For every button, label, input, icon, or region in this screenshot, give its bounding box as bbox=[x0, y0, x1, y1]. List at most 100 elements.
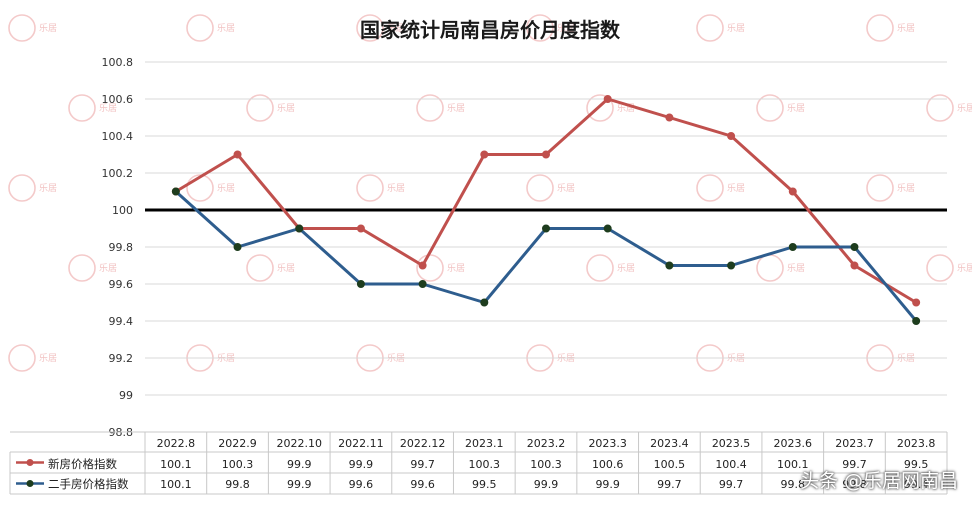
svg-text:乐居: 乐居 bbox=[99, 262, 117, 274]
x-category-label: 2023.6 bbox=[774, 437, 813, 450]
x-category-label: 2022.12 bbox=[400, 437, 446, 450]
svg-text:乐居: 乐居 bbox=[957, 262, 972, 274]
watermark-mark: 乐居 bbox=[526, 14, 575, 42]
data-table: 2022.8 2022.9 2022.10 2022.11 2022.12 2023.1 2… bbox=[9, 431, 948, 495]
data-point bbox=[665, 113, 674, 122]
svg-text:乐居: 乐居 bbox=[277, 262, 295, 274]
legend-label: 二手房价格指数 bbox=[48, 477, 129, 491]
svg-text:乐居: 乐居 bbox=[957, 102, 972, 114]
watermark-mark: 乐居 bbox=[526, 174, 575, 202]
svg-text:乐居: 乐居 bbox=[387, 22, 405, 34]
svg-text:乐居: 乐居 bbox=[447, 102, 465, 114]
data-label: 100.3 bbox=[222, 458, 254, 471]
data-label: 100.4 bbox=[715, 458, 747, 471]
data-point bbox=[295, 224, 304, 233]
chart-title: 国家统计局南昌房价月度指数 bbox=[360, 18, 621, 42]
x-category-label: 2022.8 bbox=[157, 437, 196, 450]
watermark-mark: 乐居 bbox=[416, 94, 465, 122]
data-point bbox=[912, 317, 921, 325]
watermark-mark: 乐居 bbox=[8, 14, 57, 42]
y-tick-label: 99.6 bbox=[109, 278, 134, 291]
watermark-mark: 乐居 bbox=[186, 174, 235, 202]
data-label: 99.9 bbox=[534, 478, 559, 491]
svg-text:乐居: 乐居 bbox=[39, 352, 57, 364]
svg-text:乐居: 乐居 bbox=[277, 102, 295, 114]
data-point bbox=[912, 298, 921, 307]
data-label: 100.1 bbox=[160, 478, 192, 491]
y-tick-label: 100 bbox=[112, 204, 133, 217]
legend-key bbox=[16, 480, 44, 487]
data-point bbox=[418, 261, 427, 270]
data-point bbox=[665, 261, 674, 270]
svg-text:乐居: 乐居 bbox=[897, 22, 915, 34]
svg-text:乐居: 乐居 bbox=[897, 182, 915, 194]
data-point bbox=[542, 224, 550, 233]
svg-text:乐居: 乐居 bbox=[447, 262, 465, 274]
legend-label: 新房价格指数 bbox=[48, 457, 117, 471]
series-new-home bbox=[171, 95, 921, 307]
data-label: 100.3 bbox=[469, 458, 501, 471]
data-point bbox=[356, 280, 365, 288]
watermark-mark: 乐居 bbox=[246, 94, 295, 122]
svg-text:乐居: 乐居 bbox=[217, 182, 235, 194]
svg-text:乐居: 乐居 bbox=[617, 262, 635, 274]
data-point bbox=[603, 224, 612, 233]
y-tick-label: 100.8 bbox=[102, 56, 134, 69]
data-label: 100.3 bbox=[530, 458, 562, 471]
watermark-mark: 乐居 bbox=[696, 14, 745, 42]
svg-text:乐居: 乐居 bbox=[99, 102, 117, 114]
svg-text:乐居: 乐居 bbox=[39, 22, 57, 34]
data-point bbox=[356, 224, 365, 233]
watermark-mark: 乐居 bbox=[8, 174, 57, 202]
data-label: 100.5 bbox=[654, 458, 686, 471]
watermark-mark: 乐居 bbox=[586, 254, 635, 282]
data-label: 99.7 bbox=[842, 458, 867, 471]
x-category-label: 2022.9 bbox=[218, 437, 257, 450]
data-point bbox=[788, 243, 797, 251]
y-axis-ticks: 100.8 100.6 100.4 100.2 100 99.8 99.6 99.4 99.2 9… bbox=[102, 56, 134, 439]
data-label: 100.6 bbox=[592, 458, 624, 471]
legend-key bbox=[16, 459, 44, 466]
svg-text:乐居: 乐居 bbox=[787, 262, 805, 274]
x-category-label: 2023.3 bbox=[588, 437, 627, 450]
data-point bbox=[233, 150, 242, 159]
data-point bbox=[233, 243, 242, 251]
data-point bbox=[603, 95, 612, 103]
watermark-mark: 乐居 bbox=[356, 14, 405, 42]
data-label: 99.4 bbox=[904, 478, 929, 491]
y-tick-label: 100.4 bbox=[102, 130, 134, 143]
watermark-mark: 乐居 bbox=[246, 254, 295, 282]
svg-text:乐居: 乐居 bbox=[557, 22, 575, 34]
data-point bbox=[542, 150, 550, 159]
data-label: 99.9 bbox=[287, 478, 312, 491]
watermark-mark: 乐居 bbox=[866, 14, 915, 42]
watermark-mark: 乐居 bbox=[696, 174, 745, 202]
svg-text:乐居: 乐居 bbox=[387, 182, 405, 194]
data-label: 100.1 bbox=[160, 458, 192, 471]
data-label: 99.8 bbox=[225, 478, 250, 491]
x-category-label: 2022.11 bbox=[338, 437, 384, 450]
data-label: 99.9 bbox=[349, 458, 374, 471]
svg-text:乐居: 乐居 bbox=[557, 182, 575, 194]
y-tick-label: 99.4 bbox=[109, 315, 134, 328]
series-second-hand bbox=[171, 187, 921, 325]
x-category-label: 2023.1 bbox=[465, 437, 504, 450]
watermark-mark: 乐居 bbox=[756, 94, 805, 122]
data-label: 100.1 bbox=[777, 458, 809, 471]
svg-text:乐居: 乐居 bbox=[217, 22, 235, 34]
watermark-mark: 乐居 bbox=[68, 254, 117, 282]
data-label: 99.7 bbox=[719, 478, 744, 491]
y-tick-label: 99 bbox=[119, 389, 133, 402]
data-label: 99.8 bbox=[781, 478, 806, 491]
x-category-label: 2023.7 bbox=[835, 437, 874, 450]
data-label: 99.8 bbox=[842, 478, 867, 491]
svg-text:乐居: 乐居 bbox=[727, 22, 745, 34]
data-label: 99.9 bbox=[595, 478, 620, 491]
data-point bbox=[480, 150, 489, 159]
y-tick-label: 99.8 bbox=[109, 241, 134, 254]
source-credit: 头条 @乐居网南昌 bbox=[799, 470, 958, 492]
x-category-label: 2023.4 bbox=[650, 437, 689, 450]
svg-text:乐居: 乐居 bbox=[39, 182, 57, 194]
series bbox=[171, 95, 921, 325]
